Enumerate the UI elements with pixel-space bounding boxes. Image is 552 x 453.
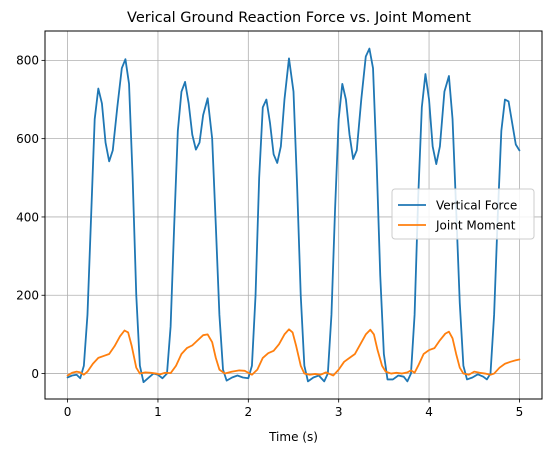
x-tick-label: 0: [64, 405, 72, 419]
legend: Vertical Force Joint Moment: [391, 188, 535, 240]
legend-label-joint-moment: Joint Moment: [435, 219, 516, 233]
y-axis: 0 200 400 600 800: [16, 54, 45, 381]
y-tick-label: 600: [16, 132, 39, 146]
x-axis-label: Time (s): [268, 430, 318, 444]
series-layer: [66, 47, 521, 384]
series-line-vertical-force: [66, 47, 521, 384]
x-tick-label: 5: [516, 405, 524, 419]
y-tick-label: 400: [16, 210, 39, 224]
x-tick-label: 3: [335, 405, 343, 419]
plot-frame: [44, 30, 543, 400]
y-tick-label: 0: [31, 367, 39, 381]
x-axis: 0 1 2 3 4 5: [64, 399, 523, 419]
legend-box: [391, 188, 535, 240]
legend-label-vertical-force: Vertical Force: [436, 199, 517, 213]
y-tick-label: 800: [16, 54, 39, 68]
x-tick-label: 2: [244, 405, 252, 419]
x-tick-label: 1: [154, 405, 162, 419]
x-tick-label: 4: [425, 405, 433, 419]
grid: [45, 31, 542, 399]
y-tick-label: 200: [16, 289, 39, 303]
chart-title: Verical Ground Reaction Force vs. Joint …: [127, 10, 471, 26]
series-line-joint-moment: [66, 328, 521, 377]
